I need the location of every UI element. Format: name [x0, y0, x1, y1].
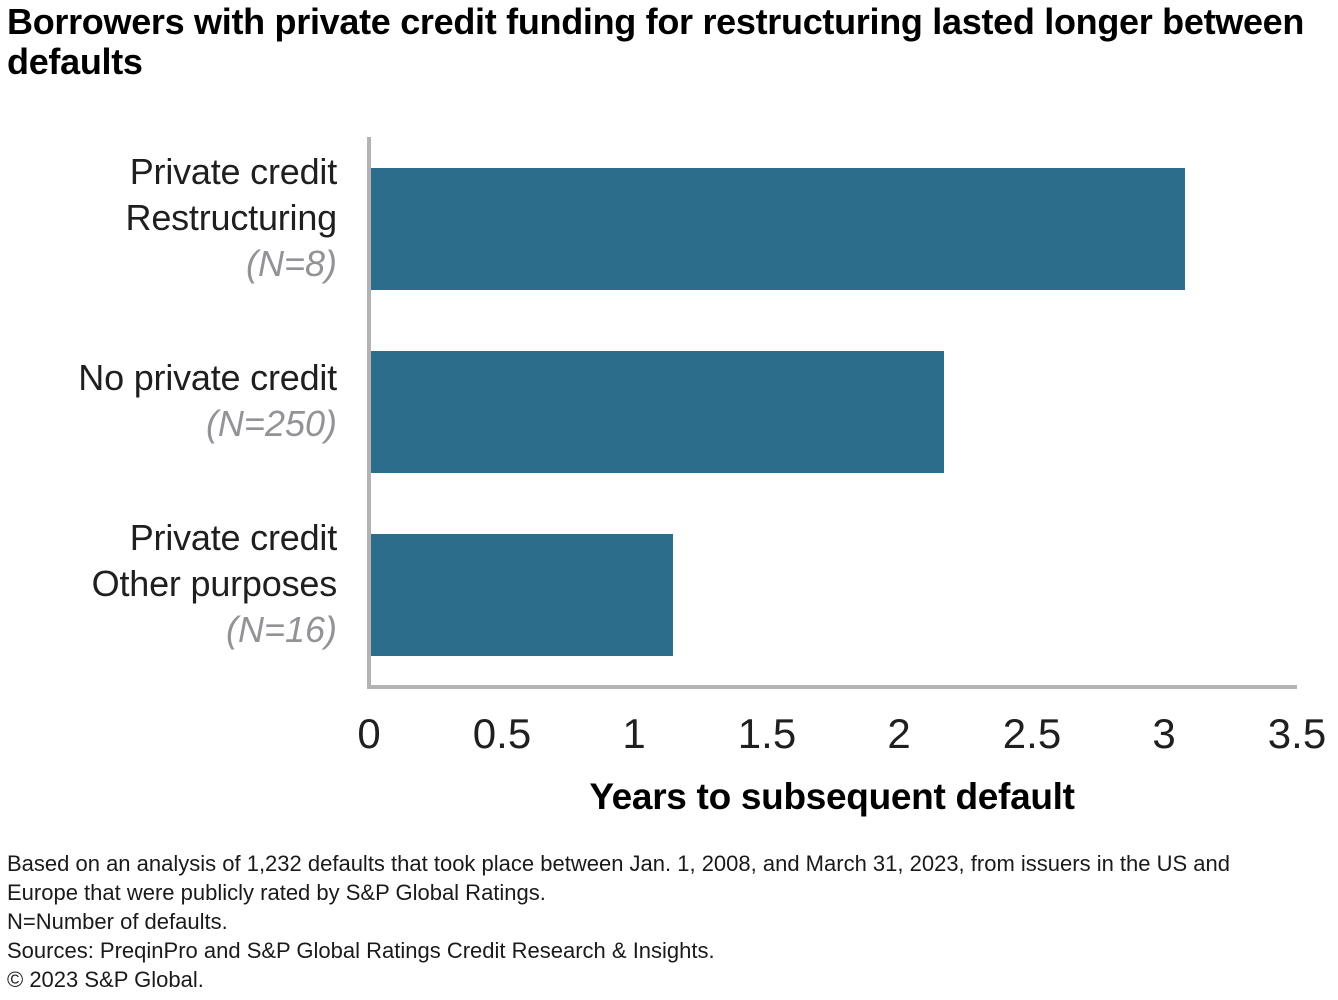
x-tick-label-0: 0: [357, 710, 381, 757]
x-tick-label-1: 1: [622, 710, 646, 757]
x-axis-line: [367, 685, 1297, 689]
chart-title: Borrowers with private credit funding fo…: [7, 1, 1305, 82]
footnote-line-4: © 2023 S&P Global.: [7, 967, 204, 992]
x-axis-title: Years to subsequent default: [589, 776, 1075, 817]
x-tick-label-1.5: 1.5: [737, 710, 797, 757]
category-n-count: (N=250): [205, 403, 337, 444]
bar-0: [371, 167, 1185, 290]
footnotes: Based on an analysis of 1,232 defaults t…: [7, 849, 1333, 994]
category-label-0: Private credit Restructuring (N=8): [0, 149, 338, 287]
category-label-line: Restructuring: [125, 197, 338, 238]
category-label-line: No private credit: [78, 357, 337, 398]
y-axis-line: [367, 137, 371, 689]
category-n-count: (N=8): [245, 243, 337, 284]
category-label-line: Private credit: [129, 151, 337, 192]
bar-2: [371, 533, 673, 656]
category-label-2: Private credit Other purposes (N=16): [0, 515, 338, 653]
category-n-count: (N=16): [225, 609, 337, 650]
footnote-line-2: N=Number of defaults.: [7, 909, 228, 934]
x-tick-label-2.5: 2.5: [1002, 710, 1062, 757]
footnote-line-3: Sources: PreqinPro and S&P Global Rating…: [7, 938, 715, 963]
x-tick-label-2: 2: [887, 710, 911, 757]
bar-1: [371, 350, 944, 473]
x-tick-label-0.5: 0.5: [472, 710, 532, 757]
category-label-1: No private credit (N=250): [0, 355, 337, 447]
category-label-line: Private credit: [129, 517, 337, 558]
x-tick-label-3: 3: [1152, 710, 1176, 757]
category-label-line: Other purposes: [91, 563, 338, 604]
footnote-line-1: Europe that were publicly rated by S&P G…: [7, 880, 546, 905]
x-tick-label-3.5: 3.5: [1267, 710, 1327, 757]
footnote-line-0: Based on an analysis of 1,232 defaults t…: [7, 851, 1230, 876]
